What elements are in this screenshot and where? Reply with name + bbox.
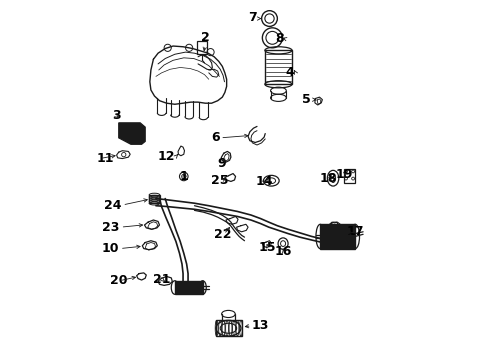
Text: 15: 15	[259, 241, 276, 255]
Text: 23: 23	[102, 221, 119, 234]
Text: 21: 21	[152, 273, 170, 286]
Text: 19: 19	[335, 168, 352, 181]
Text: 17: 17	[346, 225, 363, 238]
Bar	[343, 168, 354, 183]
Text: 14: 14	[255, 175, 272, 188]
Text: 11: 11	[96, 152, 114, 165]
Text: 9: 9	[217, 157, 225, 170]
Text: 24: 24	[103, 198, 121, 212]
Bar	[320, 224, 354, 249]
Text: 22: 22	[214, 228, 231, 241]
Text: 25: 25	[210, 174, 228, 187]
Text: 2: 2	[201, 31, 209, 44]
Text: 10: 10	[101, 242, 119, 255]
Text: 4: 4	[285, 66, 294, 79]
Bar	[197, 41, 207, 54]
Bar	[148, 195, 160, 203]
Text: 8: 8	[275, 32, 283, 45]
Bar	[264, 50, 291, 84]
Text: 5: 5	[301, 93, 310, 106]
Bar	[216, 320, 241, 336]
Bar	[175, 281, 203, 294]
Text: 1: 1	[179, 170, 188, 183]
Text: 18: 18	[319, 172, 336, 185]
Text: 13: 13	[251, 319, 268, 332]
Text: 12: 12	[157, 150, 175, 163]
Polygon shape	[119, 123, 145, 144]
Text: 20: 20	[110, 274, 127, 287]
Text: 7: 7	[248, 11, 257, 24]
Text: 6: 6	[210, 131, 219, 144]
Text: 16: 16	[274, 245, 291, 258]
Text: 3: 3	[112, 109, 121, 122]
